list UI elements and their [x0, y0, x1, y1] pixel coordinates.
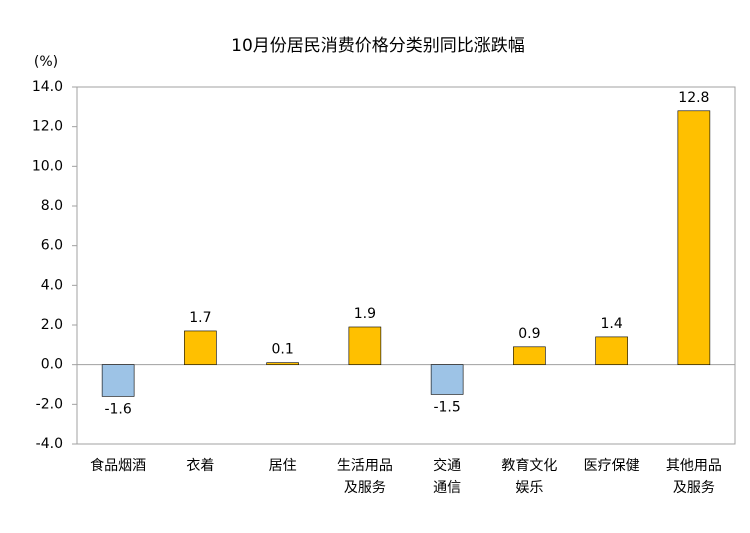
y-tick-label: 10.0: [32, 158, 63, 174]
bar: [184, 330, 217, 365]
chart-title: 10月份居民消费价格分类别同比涨跌幅: [231, 36, 525, 56]
y-tick-label: 8.0: [41, 198, 63, 214]
y-tick-label: 14.0: [32, 79, 63, 95]
x-tick-label: 教育文化娱乐: [501, 458, 557, 496]
value-label: -1.5: [433, 399, 460, 415]
bar: [101, 364, 135, 397]
bar: [595, 336, 628, 365]
y-tick-label: 6.0: [41, 238, 63, 254]
value-label: 12.8: [678, 90, 709, 106]
y-tick-label: 0.0: [41, 357, 63, 373]
bar: [266, 362, 299, 365]
value-label: 0.1: [271, 342, 293, 358]
plot-frame: [76, 86, 736, 445]
x-tick-label: 食品烟酒: [90, 457, 146, 474]
value-label: 1.4: [600, 316, 622, 332]
y-tick-label: 12.0: [32, 119, 63, 135]
bar: [430, 364, 464, 395]
x-tick-label: 衣着: [186, 458, 214, 474]
y-tick-label: 4.0: [41, 277, 63, 293]
bar: [677, 110, 711, 365]
value-label: 0.9: [518, 326, 540, 342]
x-tick-label: 其他用品及服务: [666, 458, 722, 496]
y-tick-label: -2.0: [36, 396, 63, 412]
x-tick-label: 医疗保健: [584, 458, 640, 474]
value-label: -1.6: [104, 401, 131, 417]
value-label: 1.9: [354, 306, 376, 322]
value-label: 1.7: [189, 310, 211, 326]
y-tick-label: -4.0: [36, 436, 63, 452]
y-axis-label: (%): [34, 54, 58, 70]
bar: [513, 346, 546, 365]
x-tick-label: 交通通信: [433, 457, 461, 496]
x-tick-label: 生活用品及服务: [337, 458, 393, 496]
x-tick-label: 居住: [269, 458, 297, 474]
y-tick-label: 2.0: [41, 317, 63, 333]
bar: [348, 326, 382, 365]
